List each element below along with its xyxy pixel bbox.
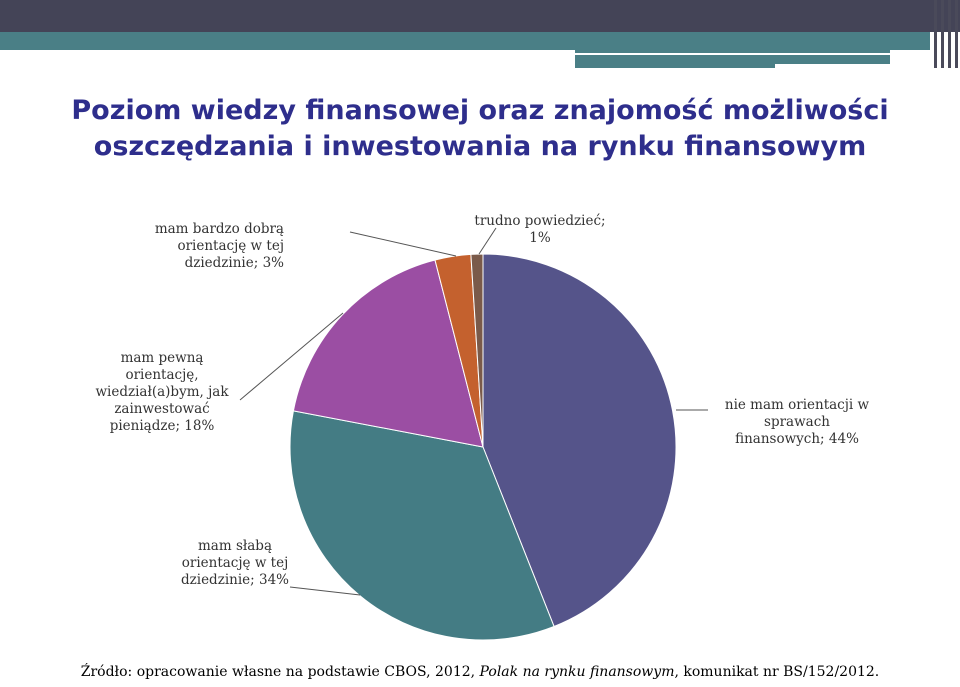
pie-slice-label: mam bardzo dobrą orientację w tej dziedzin… xyxy=(155,221,284,271)
header-vertical-bar xyxy=(955,0,958,68)
page-title: Poziom wiedzy finansowej oraz znajomość … xyxy=(0,93,960,165)
pie-leader-line xyxy=(349,231,457,257)
header-vertical-bar xyxy=(934,0,937,68)
header-band xyxy=(0,0,960,32)
pie-slice-label-line: mam słabą xyxy=(198,538,272,554)
pie-slice-label-line: zainwestować xyxy=(114,401,209,417)
source-title: Polak na rynku finansowym xyxy=(479,664,675,680)
pie-slice-label-line: mam bardzo dobrą xyxy=(155,221,284,237)
pie-slice-label-line: dziedzinie; 34% xyxy=(181,572,289,588)
header-accent-band xyxy=(0,32,930,50)
pie-slice-label-line: orientację w tej xyxy=(177,238,284,254)
header-accent-band-3 xyxy=(575,64,775,68)
pie-slice-label-line: mam pewną xyxy=(121,350,204,366)
pie-slice-label-line: dziedzinie; 3% xyxy=(185,255,285,271)
source-prefix: Źródło: opracowanie własne na podstawie … xyxy=(80,664,480,680)
pie-slice xyxy=(292,259,484,448)
page-title-line-1: Poziom wiedzy finansowej oraz znajomość … xyxy=(71,95,889,126)
pie-slice-label-line: orientację, xyxy=(125,367,198,383)
header-accent-line xyxy=(575,53,890,55)
pie-slice-label: mam słabą orientację w tej dziedzinie; 34% xyxy=(181,538,289,588)
source-note: Źródło: opracowanie własne na podstawie … xyxy=(0,664,960,680)
pie-slice-label-line: pieniądze; 18% xyxy=(110,418,215,434)
header-vertical-bar xyxy=(948,0,951,68)
pie-slice-label-line: orientację w tej xyxy=(182,555,289,571)
pie-leader-line xyxy=(478,227,497,255)
pie-slice-label-line: wiedział(a)bym, jak xyxy=(95,384,229,400)
pie-slice-label-line: nie mam orientacji w xyxy=(725,397,870,413)
pie-slice-label-line: finansowych; 44% xyxy=(735,431,859,447)
pie-slice-label: trudno powiedzieć; 1% xyxy=(474,213,605,246)
pie-leader-line xyxy=(239,312,344,401)
page-title-line-2: oszczędzania i inwestowania na rynku fin… xyxy=(93,131,867,162)
pie-slice-label-line: 1% xyxy=(529,230,551,246)
pie-slice-label-line: trudno powiedzieć; xyxy=(474,213,605,229)
pie-slice xyxy=(289,410,555,641)
pie-slice-label: nie mam orientacji w sprawach finansowych;… xyxy=(725,397,870,447)
pie-slice-label-line: sprawach xyxy=(764,414,830,430)
pie-slice xyxy=(482,253,677,628)
pie-leader-line xyxy=(289,586,361,596)
pie-slice-label: mam pewną orientację, wiedział(a)bym, jak z… xyxy=(95,350,229,434)
header-vertical-bar xyxy=(941,0,944,68)
source-suffix: , komunikat nr BS/152/2012. xyxy=(674,664,880,680)
pie-slice xyxy=(470,253,484,448)
